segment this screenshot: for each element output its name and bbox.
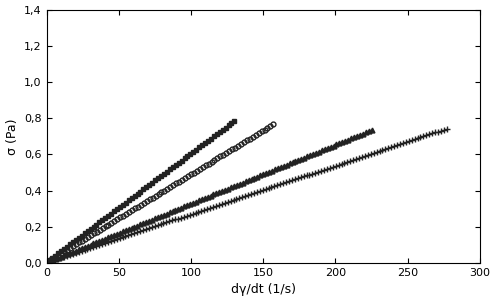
Y-axis label: σ (Pa): σ (Pa) (5, 118, 18, 155)
X-axis label: dγ/dt (1/s): dγ/dt (1/s) (231, 284, 296, 297)
